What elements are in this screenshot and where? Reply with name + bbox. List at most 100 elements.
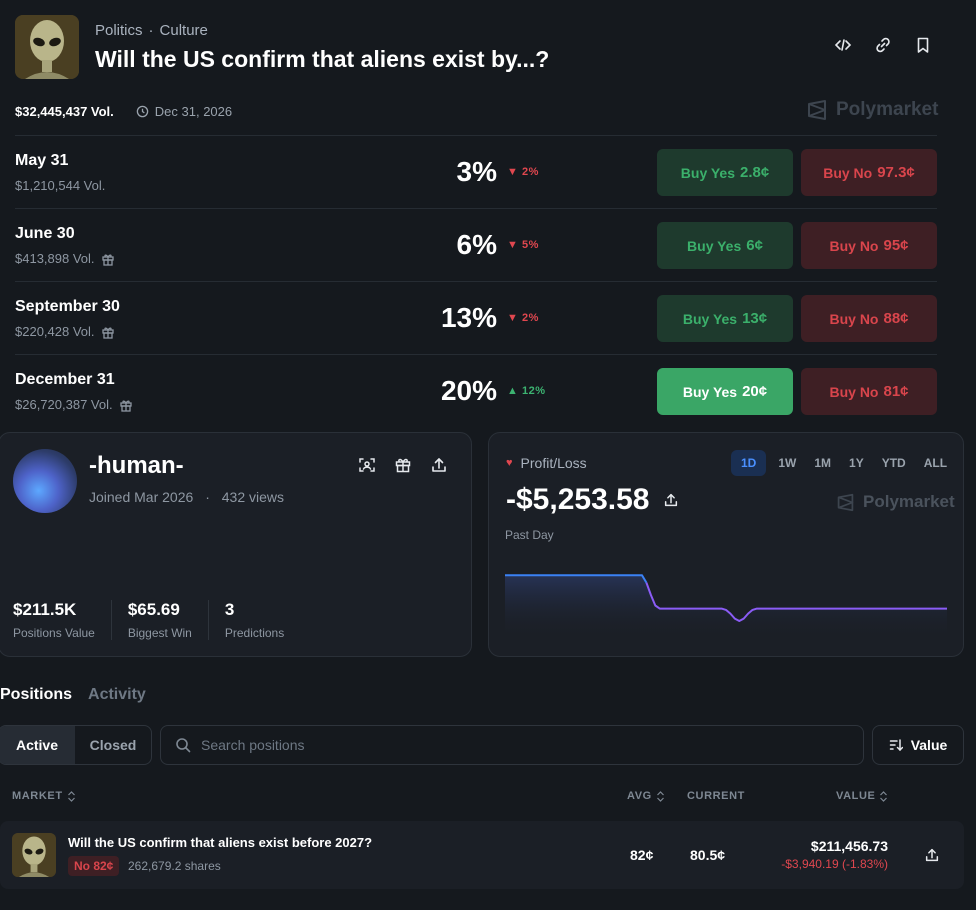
position-market-image bbox=[12, 833, 56, 877]
outcome-change: ▼ 2% bbox=[507, 166, 539, 178]
position-shares: 262,679.2 shares bbox=[128, 859, 221, 873]
polymarket-logo-icon bbox=[837, 493, 854, 511]
stat-positions-value: $211.5K Positions Value bbox=[13, 600, 112, 640]
buy-yes-button[interactable]: Buy Yes 20¢ bbox=[657, 368, 793, 415]
sort-icon bbox=[889, 739, 903, 752]
stat-value: $211.5K bbox=[13, 600, 77, 619]
outcome-row[interactable]: December 31 $26,720,387 Vol. 20% ▲ 12% B… bbox=[15, 354, 937, 427]
outcome-list: May 31 $1,210,544 Vol. 3% ▼ 2% Buy Yes 2.… bbox=[15, 135, 937, 427]
pnl-line-end bbox=[645, 582, 947, 622]
link-icon[interactable] bbox=[874, 36, 892, 54]
sort-button[interactable]: Value bbox=[872, 725, 964, 765]
header-actions bbox=[834, 36, 932, 54]
stat-label: Predictions bbox=[224, 626, 285, 640]
search-box bbox=[160, 725, 864, 765]
pnl-chart-svg bbox=[505, 574, 947, 640]
profit-loss-amount: -$5,253.58 bbox=[506, 483, 650, 516]
profile-actions bbox=[358, 456, 448, 474]
column-avg[interactable]: AVG bbox=[627, 790, 665, 802]
username: -human- bbox=[89, 452, 184, 479]
market-meta: $32,445,437 Vol. Dec 31, 2026 bbox=[15, 104, 232, 119]
outcome-row[interactable]: June 30 $413,898 Vol. 6% ▼ 5% Buy Yes 6¢ … bbox=[15, 208, 937, 281]
profit-loss-label: ♥ Profit/Loss bbox=[506, 455, 587, 471]
bookmark-icon[interactable] bbox=[914, 36, 932, 54]
outcome-percent: 13% bbox=[440, 302, 497, 333]
market-image bbox=[15, 15, 79, 79]
outcome-badge: No 82¢ bbox=[68, 856, 120, 876]
category-politics[interactable]: Politics bbox=[95, 22, 143, 39]
range-ytd[interactable]: YTD bbox=[881, 456, 906, 470]
outcome-label: June 30 bbox=[15, 225, 75, 242]
sort-toggle-icon bbox=[880, 790, 888, 802]
polymarket-wordmark: Polymarket bbox=[836, 99, 939, 120]
buy-yes-button[interactable]: Buy Yes 2.8¢ bbox=[657, 149, 793, 196]
stat-value: $65.69 bbox=[127, 600, 180, 619]
pnl-chart bbox=[505, 556, 947, 640]
status-filter: Active Closed bbox=[0, 725, 152, 765]
range-1y[interactable]: 1Y bbox=[849, 456, 864, 470]
position-current-price: 80.5¢ bbox=[690, 847, 726, 863]
outcome-change: ▲ 12% bbox=[507, 385, 546, 397]
polymarket-logo-icon bbox=[808, 100, 826, 120]
stat-value: 3 bbox=[224, 600, 235, 619]
tab-positions[interactable]: Positions bbox=[0, 686, 73, 703]
buy-no-button[interactable]: Buy No 97.3¢ bbox=[801, 149, 937, 196]
position-title[interactable]: Will the US confirm that aliens exist be… bbox=[68, 835, 373, 850]
search-input[interactable] bbox=[201, 737, 801, 753]
tab-activity[interactable]: Activity bbox=[88, 686, 146, 703]
gift-icon bbox=[101, 253, 114, 266]
market-title: Will the US confirm that aliens exist by… bbox=[95, 46, 550, 72]
buy-no-button[interactable]: Buy No 81¢ bbox=[801, 368, 937, 415]
end-date-text: Dec 31, 2026 bbox=[154, 104, 233, 119]
buy-no-button[interactable]: Buy No 88¢ bbox=[801, 295, 937, 342]
share-icon[interactable] bbox=[924, 847, 940, 863]
share-icon[interactable] bbox=[430, 456, 448, 474]
view-count: 432 views bbox=[221, 489, 285, 505]
joined-date: Joined Mar 2026 bbox=[89, 489, 194, 505]
sort-toggle-icon bbox=[656, 790, 664, 802]
stat-label: Positions Value bbox=[13, 626, 95, 640]
sort-label: Value bbox=[910, 737, 948, 753]
buy-yes-button[interactable]: Buy Yes 13¢ bbox=[657, 295, 793, 342]
outcome-row[interactable]: May 31 $1,210,544 Vol. 3% ▼ 2% Buy Yes 2.… bbox=[15, 135, 937, 208]
embed-code-icon[interactable] bbox=[834, 36, 852, 54]
polymarket-logo: Polymarket bbox=[806, 99, 938, 121]
range-1d[interactable]: 1D bbox=[731, 450, 767, 476]
outcome-percent: 3% bbox=[456, 156, 497, 187]
position-pnl: -$3,940.19 (-1.83%) bbox=[781, 857, 888, 871]
scan-face-icon[interactable] bbox=[358, 456, 376, 474]
end-date: Dec 31, 2026 bbox=[136, 104, 232, 119]
buy-yes-button[interactable]: Buy Yes 6¢ bbox=[657, 222, 793, 269]
outcome-percent: 20% bbox=[440, 375, 497, 406]
column-market[interactable]: MARKET bbox=[12, 790, 76, 802]
outcome-volume: $1,210,544 Vol. bbox=[15, 178, 106, 193]
column-current: CURRENT bbox=[687, 790, 745, 802]
avatar bbox=[13, 449, 77, 513]
filter-active[interactable]: Active bbox=[0, 726, 75, 764]
category-culture[interactable]: Culture bbox=[159, 22, 208, 39]
outcome-change: ▼ 2% bbox=[507, 312, 539, 324]
polymarket-wordmark: Polymarket bbox=[863, 492, 955, 511]
profit-loss-value: -$5,253.58 bbox=[506, 483, 679, 517]
outcome-row[interactable]: September 30 $220,428 Vol. 13% ▼ 2% Buy … bbox=[15, 281, 937, 354]
gift-icon bbox=[119, 399, 132, 412]
polymarket-logo: Polymarket bbox=[836, 492, 955, 512]
clock-icon bbox=[136, 105, 149, 118]
period-label: Past Day bbox=[505, 528, 554, 542]
range-1m[interactable]: 1M bbox=[814, 456, 832, 470]
table-row[interactable] bbox=[0, 821, 964, 889]
outcome-change: ▼ 5% bbox=[507, 239, 539, 251]
search-icon bbox=[176, 738, 191, 753]
range-1w[interactable]: 1W bbox=[778, 456, 797, 470]
buy-no-button[interactable]: Buy No 95¢ bbox=[801, 222, 937, 269]
filter-closed[interactable]: Closed bbox=[89, 737, 137, 753]
range-all[interactable]: ALL bbox=[923, 456, 948, 470]
outcome-volume: $413,898 Vol. bbox=[15, 251, 115, 266]
column-value[interactable]: VALUE bbox=[836, 790, 888, 802]
position-value: $211,456.73 bbox=[810, 838, 888, 854]
share-icon[interactable] bbox=[663, 492, 679, 508]
positions-tabs: Positions Activity bbox=[0, 686, 146, 704]
gift-icon[interactable] bbox=[394, 456, 412, 474]
stat-label: Biggest Win bbox=[127, 626, 192, 640]
gift-icon bbox=[101, 326, 114, 339]
